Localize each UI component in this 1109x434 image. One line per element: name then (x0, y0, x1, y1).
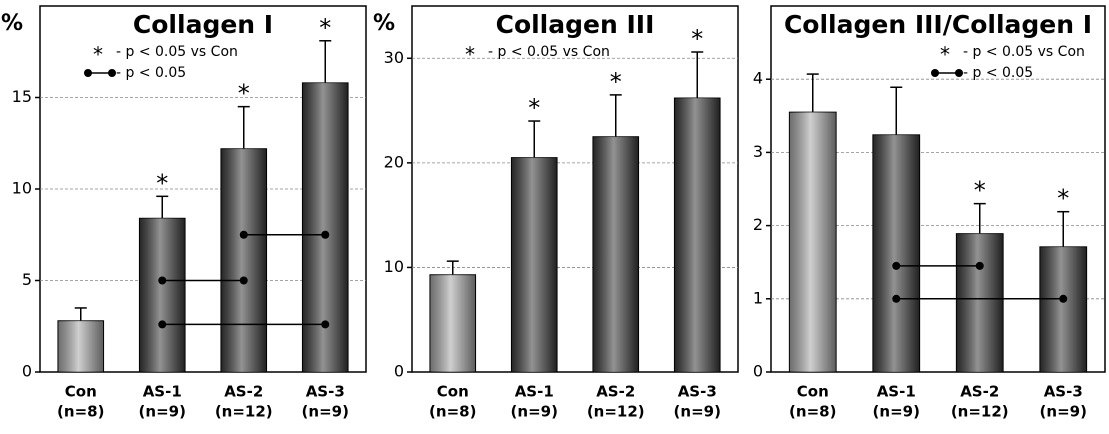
x-tick-note: (n=12) (587, 403, 645, 421)
panel: 0 10 20 30% Collagen III Con (n=8) * AS-1 (n=9) * A… (373, 6, 738, 421)
bar-shading (302, 83, 348, 372)
chart-title: Collagen III (496, 10, 655, 39)
x-tick-label: AS-3 (306, 383, 345, 401)
bar-shading (139, 218, 185, 372)
bar-shading (1040, 247, 1087, 372)
y-tick-label: 30 (384, 48, 404, 67)
x-tick-note: (n=8) (57, 403, 104, 421)
bar-shading (221, 149, 267, 372)
y-tick-label: 1 (753, 288, 763, 307)
x-tick-label: AS-2 (224, 383, 263, 401)
legend-marker-dot (84, 69, 92, 77)
x-tick-label: AS-1 (143, 383, 182, 401)
bracket-dot (158, 320, 166, 328)
y-axis-label: % (373, 11, 395, 36)
legend-marker-dot (108, 69, 116, 77)
bracket-dot (976, 262, 984, 270)
x-tick-label: AS-2 (596, 383, 635, 401)
significance-star: * (156, 169, 168, 197)
bar-shading (956, 234, 1003, 372)
bracket-dot (240, 277, 248, 285)
panel: 0 1 2 3 4 Collagen III/Collagen I Con (n=8) AS-1… (753, 6, 1105, 421)
legend-text: - p < 0.05 vs Con (488, 44, 610, 60)
y-tick-label: 5 (22, 270, 32, 289)
x-tick-label: AS-3 (1044, 383, 1083, 401)
y-tick-label: 2 (753, 215, 763, 234)
y-tick-label: 0 (22, 362, 32, 381)
legend-symbol: * (93, 43, 103, 67)
x-tick-note: (n=9) (302, 403, 349, 421)
legend-text: - p < 0.05 (963, 65, 1033, 81)
bracket-dot (1059, 295, 1067, 303)
y-tick-label: 15 (12, 87, 32, 106)
x-tick-note: (n=9) (139, 403, 186, 421)
x-tick-label: Con (437, 383, 469, 401)
x-tick-label: Con (797, 383, 829, 401)
x-tick-note: (n=8) (429, 403, 476, 421)
significance-star: * (610, 68, 622, 96)
legend-marker-dot (955, 69, 963, 77)
y-tick-label: 0 (753, 362, 763, 381)
significance-star: * (691, 25, 703, 53)
significance-star: * (528, 94, 540, 122)
bracket-dot (158, 277, 166, 285)
x-tick-label: Con (65, 383, 97, 401)
significance-star: * (974, 177, 986, 205)
panel: 0 5 10 15% Collagen I Con (n=8) * AS-1 (n=9) * AS-2… (1, 6, 366, 421)
x-tick-label: AS-1 (877, 383, 916, 401)
figure: 051015%Collagen ICon(n=8)*AS-1(n=9)*AS-2… (0, 0, 1109, 434)
legend-text: - p < 0.05 vs Con (963, 44, 1085, 60)
x-tick-note: (n=8) (789, 403, 836, 421)
significance-star: * (238, 80, 250, 108)
bar-shading (511, 158, 557, 372)
x-tick-note: (n=12) (951, 403, 1009, 421)
x-tick-label: AS-3 (678, 383, 717, 401)
significance-star: * (1057, 185, 1069, 213)
legend-symbol: * (940, 43, 950, 67)
bar-shading (58, 321, 104, 372)
legend-symbol: * (465, 43, 475, 67)
y-tick-label: 10 (12, 179, 32, 198)
y-tick-label: 20 (384, 152, 404, 171)
x-tick-label: AS-1 (515, 383, 554, 401)
bracket-dot (321, 231, 329, 239)
significance-star: * (319, 14, 331, 42)
y-tick-label: 3 (753, 142, 763, 161)
legend-text: - p < 0.05 (116, 65, 186, 81)
x-tick-note: (n=9) (873, 403, 920, 421)
bar-shading (674, 98, 720, 372)
bracket-dot (240, 231, 248, 239)
bar-shading (430, 275, 476, 372)
x-tick-note: (n=9) (1040, 403, 1087, 421)
bracket-dot (892, 295, 900, 303)
bar-shading (873, 135, 920, 372)
chart-title: Collagen I (133, 10, 273, 39)
bar-shading (593, 137, 639, 372)
x-tick-label: AS-2 (960, 383, 999, 401)
y-tick-label: 0 (394, 362, 404, 381)
bracket-dot (892, 262, 900, 270)
legend-marker-dot (931, 69, 939, 77)
x-tick-note: (n=9) (674, 403, 721, 421)
x-tick-note: (n=12) (215, 403, 273, 421)
chart-title: Collagen III/Collagen I (784, 10, 1092, 39)
y-tick-label: 10 (384, 257, 404, 276)
x-tick-note: (n=9) (511, 403, 558, 421)
y-axis-label: % (1, 11, 23, 36)
bar-shading (789, 112, 836, 372)
legend-text: - p < 0.05 vs Con (116, 44, 238, 60)
y-tick-label: 4 (753, 69, 763, 88)
bracket-dot (321, 320, 329, 328)
